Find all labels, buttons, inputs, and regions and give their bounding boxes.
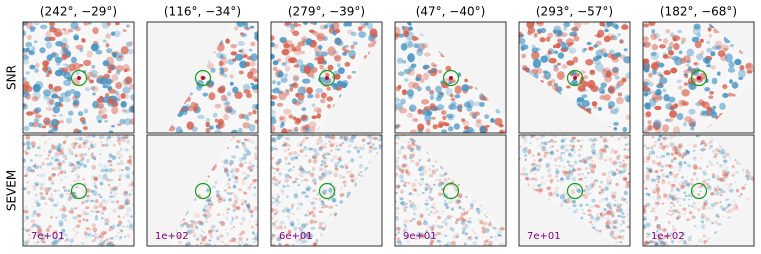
column-title: (182°, −68°) <box>660 5 737 19</box>
source-dot <box>325 76 329 80</box>
row-label: SNR <box>5 65 19 90</box>
column-title: (116°, −34°) <box>164 5 241 19</box>
column-title: (47°, −40°) <box>416 5 486 19</box>
source-dot <box>449 76 453 80</box>
row-label: SEVEM <box>5 170 19 211</box>
panel-annotation: 7e+01 <box>527 231 561 242</box>
source-dot <box>77 76 81 80</box>
map-data <box>20 19 138 136</box>
map-panel: 7e+01 <box>21 134 136 248</box>
column-title: (293°, −57°) <box>536 5 613 19</box>
map-panel: 1e+02 <box>145 133 260 248</box>
map-panel <box>640 21 757 135</box>
map-panel: 6e+01 <box>269 133 384 247</box>
map-panel <box>516 19 632 136</box>
map-panel: 7e+01 <box>517 133 631 248</box>
source-dot <box>697 76 701 80</box>
map-panel: 1e+02 <box>641 133 756 248</box>
column-title: (279°, −39°) <box>288 5 365 19</box>
panel-annotation: 6e+01 <box>279 231 313 242</box>
source-dot <box>573 76 577 80</box>
source-dot <box>201 76 205 80</box>
panel-annotation: 1e+02 <box>651 231 685 242</box>
map-panel <box>393 20 510 137</box>
panel-annotation: 7e+01 <box>31 231 65 242</box>
map-panel <box>267 20 384 137</box>
column-title: (242°, −29°) <box>40 5 117 19</box>
map-panel <box>20 19 138 136</box>
map-panel: 9e+01 <box>394 134 508 249</box>
panel-annotation: 9e+01 <box>403 231 437 242</box>
panel-annotation: 1e+02 <box>155 231 189 242</box>
map-panel <box>144 19 261 136</box>
